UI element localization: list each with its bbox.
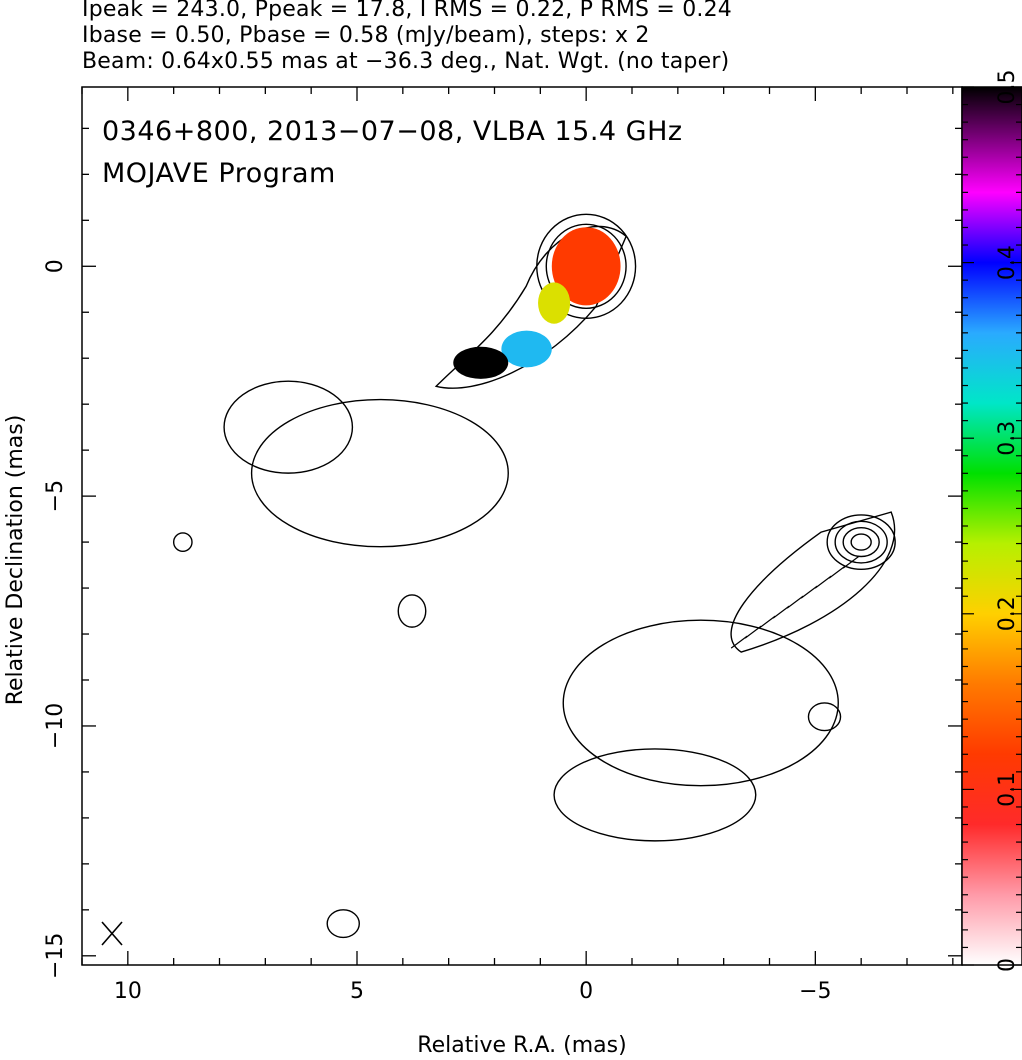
core-contour <box>545 223 627 309</box>
colorbar-gradient <box>962 87 1022 965</box>
colorbar-tick-label: 0 <box>995 958 1020 972</box>
y-tick-label: 0 <box>43 259 68 273</box>
diffuse-contour <box>562 619 839 787</box>
polarization-vector <box>758 615 776 629</box>
colorbar-tick-label: 0.4 <box>995 245 1020 280</box>
header-line-2: Ibase = 0.50, Pbase = 0.58 (mJy/beam), s… <box>82 23 650 48</box>
diffuse-contour <box>326 909 360 939</box>
colorbar: 0 0.1 0.2 0.3 0.4 0.5 <box>961 70 1022 972</box>
polarization-vector <box>814 575 832 589</box>
polarization-vector <box>842 555 860 569</box>
diffuse-contour <box>172 532 193 552</box>
x-tick-labels: 10 5 0 −5 <box>114 979 832 1004</box>
y-tick-label: −5 <box>43 480 68 512</box>
polarization-vector <box>786 595 804 609</box>
polarization-vector <box>772 605 790 619</box>
x-axis-label: Relative R.A. (mas) <box>417 1033 626 1058</box>
x-tick-label: 0 <box>579 979 593 1004</box>
polarization-blob <box>453 346 509 379</box>
polarization-vector <box>828 565 846 579</box>
y-tick-labels: 0 −5 −10 −15 <box>43 259 68 979</box>
knot-envelope-contour <box>730 511 896 653</box>
polarization-vector <box>730 635 748 649</box>
y-tick-label: −15 <box>43 933 68 979</box>
beam-cross <box>101 921 123 946</box>
intensity-contours <box>172 213 896 939</box>
diffuse-contour <box>397 594 427 628</box>
y-axis-label: Relative Declination (mas) <box>3 415 28 706</box>
axis-ticks <box>81 87 962 965</box>
x-tick-label: 5 <box>350 979 364 1004</box>
colorbar-tick-label: 0.2 <box>995 596 1020 631</box>
colorbar-tick-label: 0.1 <box>995 772 1020 807</box>
colorbar-tick-label: 0.3 <box>995 421 1020 456</box>
polarization-color-map <box>453 227 621 379</box>
polarization-vector <box>744 625 762 639</box>
diffuse-contour <box>553 748 757 842</box>
colorbar-tick-label: 0.5 <box>995 70 1020 105</box>
polarization-blob <box>501 330 552 368</box>
x-tick-label: 10 <box>114 979 142 1004</box>
header-line-3: Beam: 0.64x0.55 mas at −36.3 deg., Nat. … <box>82 49 730 74</box>
diffuse-contour <box>807 702 842 732</box>
plot-frame <box>81 86 963 966</box>
x-tick-label: −5 <box>799 979 831 1004</box>
header-line-1: Ipeak = 243.0, Ppeak = 17.8, I RMS = 0.2… <box>82 0 732 22</box>
diffuse-contour <box>223 380 354 474</box>
knot-contour <box>842 526 880 558</box>
polarization-blob <box>538 282 571 324</box>
knot-contour <box>826 514 896 570</box>
knot-contour <box>850 533 872 551</box>
polarization-blob <box>551 227 621 306</box>
polarization-vectors <box>730 555 860 649</box>
y-tick-label: −10 <box>43 703 68 749</box>
polarization-vector <box>800 585 818 599</box>
diffuse-contour <box>250 398 509 548</box>
plot-subtitle: MOJAVE Program <box>102 158 336 189</box>
plot-title: 0346+800, 2013−07−08, VLBA 15.4 GHz <box>102 116 683 147</box>
